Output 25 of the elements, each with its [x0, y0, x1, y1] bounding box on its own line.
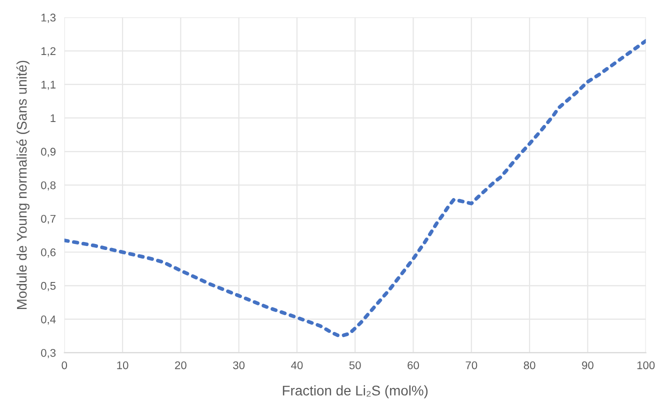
x-tick-label: 80	[524, 361, 536, 370]
y-tick-label: 1,1	[41, 80, 56, 90]
x-tick-label: 40	[291, 361, 303, 370]
y-tick-label: 1,2	[41, 47, 56, 56]
x-axis-title: Fraction de Li₂S (mol%)	[282, 385, 428, 398]
y-tick-label: 0,8	[41, 181, 56, 191]
y-axis-title: Module de Young normalisé (Sans unité)	[16, 60, 30, 309]
y-tick-label: 1,3	[41, 14, 56, 23]
x-tick-label: 0	[62, 361, 68, 370]
x-tick-label: 30	[233, 361, 245, 370]
x-tick-label: 10	[117, 361, 128, 370]
y-tick-label: 0,5	[41, 282, 56, 292]
y-tick-label: 1	[50, 114, 56, 122]
x-tick-label: 100	[637, 361, 655, 370]
y-tick-label: 0,4	[41, 315, 56, 325]
y-tick-label: 0,3	[41, 348, 56, 358]
y-tick-label: 0,6	[41, 248, 56, 258]
line-series	[64, 39, 646, 338]
y-tick-label: 0,7	[41, 214, 56, 224]
x-tick-label: 20	[175, 361, 186, 370]
x-tick-label: 60	[408, 361, 419, 370]
x-tick-label: 70	[466, 361, 478, 370]
y-tick-label: 0,9	[41, 148, 56, 157]
x-tick-label: 50	[349, 361, 361, 370]
x-tick-label: 90	[582, 361, 594, 370]
